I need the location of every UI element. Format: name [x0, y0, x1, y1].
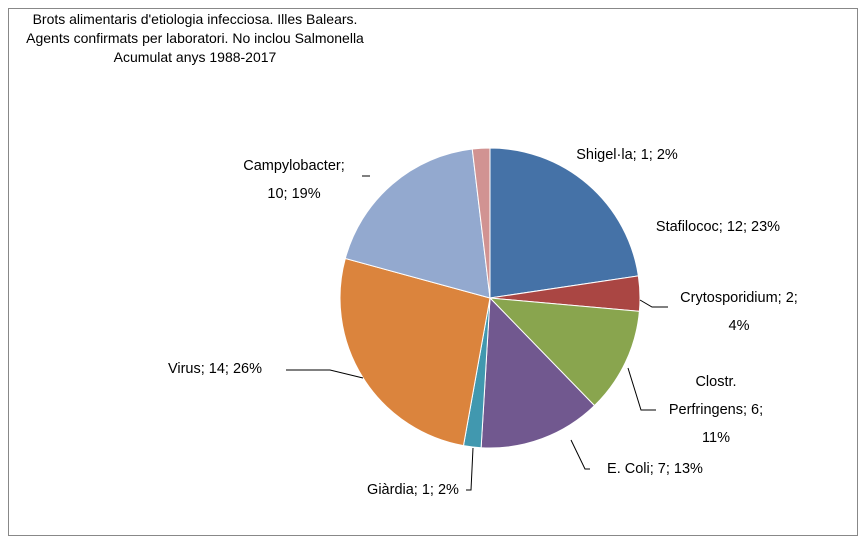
- data-label: Crytosporidium; 2; 4%: [680, 290, 798, 334]
- data-label: Virus; 14; 26%: [167, 361, 263, 377]
- pie-slice: [480, 296, 596, 449]
- leader-line: [466, 447, 474, 491]
- title-line: Agents confirmats per laboratori. No inc…: [26, 30, 364, 46]
- title-line: Brots alimentaris d'etiologia infecciosa…: [32, 11, 358, 27]
- data-label: Stafilococ; 12; 23%: [655, 219, 781, 235]
- data-label: Giàrdia; 1; 2%: [367, 482, 459, 498]
- pie-slice: [471, 147, 491, 299]
- data-label: Shigel·la; 1; 2%: [576, 147, 678, 163]
- leader-line: [570, 439, 590, 470]
- data-label: Clostr. Perfringens; 6; 11%: [668, 374, 764, 446]
- pie-slice: [339, 257, 491, 447]
- pie-slice: [344, 148, 491, 299]
- pie-slice: [489, 147, 639, 299]
- leader-line: [286, 369, 364, 379]
- leader-line: [627, 367, 656, 411]
- chart-title: Brots alimentaris d'etiologia infecciosa…: [10, 10, 380, 67]
- title-line: Acumulat anys 1988-2017: [113, 49, 277, 65]
- pie-slice: [488, 297, 640, 407]
- data-label: E. Coli; 7; 13%: [607, 461, 703, 477]
- leader-line: [639, 299, 668, 308]
- data-label: Campylobacter; 10; 19%: [243, 158, 345, 202]
